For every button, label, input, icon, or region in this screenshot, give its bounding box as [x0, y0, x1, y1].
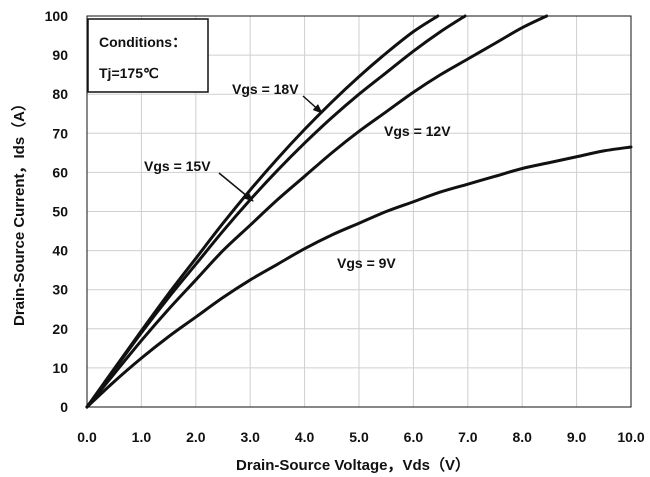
y-axis-title: Drain-Source Current，Ids（A） [10, 96, 28, 326]
annotation-arrow-18v [302, 95, 323, 114]
annotation-vgs-12v: Vgs = 12V [384, 123, 451, 139]
conditions-temp: Tj=175℃ [99, 65, 159, 81]
annotation-vgs-15v: Vgs = 15V [144, 158, 211, 174]
series-group [85, 14, 633, 409]
series-line-vgs-18v [85, 14, 440, 409]
conditions-box: Conditions： Tj=175℃ [87, 18, 209, 93]
x-tick-label: 1.0 [132, 429, 152, 445]
y-tick-label: 80 [52, 86, 68, 102]
x-tick-label: 5.0 [349, 429, 369, 445]
x-tick-label: 9.0 [567, 429, 587, 445]
y-tick-label: 20 [52, 321, 68, 337]
y-tick-label: 10 [52, 360, 68, 376]
y-tick-label: 100 [45, 8, 69, 24]
y-tick-label: 30 [52, 282, 68, 298]
annotation-arrow-15v [218, 172, 254, 202]
curve-annotations: Vgs = 18V Vgs = 15V Vgs = 12V Vgs = 9V [144, 81, 451, 271]
conditions-frame [87, 18, 209, 93]
y-tick-label: 0 [60, 399, 68, 415]
x-tick-label: 4.0 [295, 429, 315, 445]
annotation-vgs-18v: Vgs = 18V [232, 81, 299, 97]
conditions-title: Conditions： [99, 34, 186, 50]
x-tick-label: 10.0 [617, 429, 644, 445]
series-line-vgs-12v [85, 14, 549, 409]
annotation-vgs-9v: Vgs = 9V [337, 255, 396, 271]
y-tick-label: 40 [52, 243, 68, 259]
x-tick-label: 2.0 [186, 429, 206, 445]
y-tick-label: 50 [52, 204, 68, 220]
x-tick-labels: 0.0 1.0 2.0 3.0 4.0 5.0 6.0 7.0 8.0 9.0 10.0 [77, 429, 645, 445]
x-tick-label: 8.0 [512, 429, 532, 445]
x-axis-title: Drain-Source Voltage，Vds（V） [236, 456, 470, 474]
y-tick-label: 60 [52, 164, 68, 180]
x-tick-label: 3.0 [240, 429, 260, 445]
x-tick-label: 6.0 [404, 429, 424, 445]
y-tick-label: 70 [52, 125, 68, 141]
y-tick-label: 90 [52, 47, 68, 63]
series-line-vgs-9v [85, 145, 633, 409]
y-tick-labels: 0 10 20 30 40 50 60 70 80 90 100 [45, 8, 69, 415]
x-tick-label: 0.0 [77, 429, 97, 445]
plot-border [86, 15, 632, 408]
x-tick-label: 7.0 [458, 429, 478, 445]
